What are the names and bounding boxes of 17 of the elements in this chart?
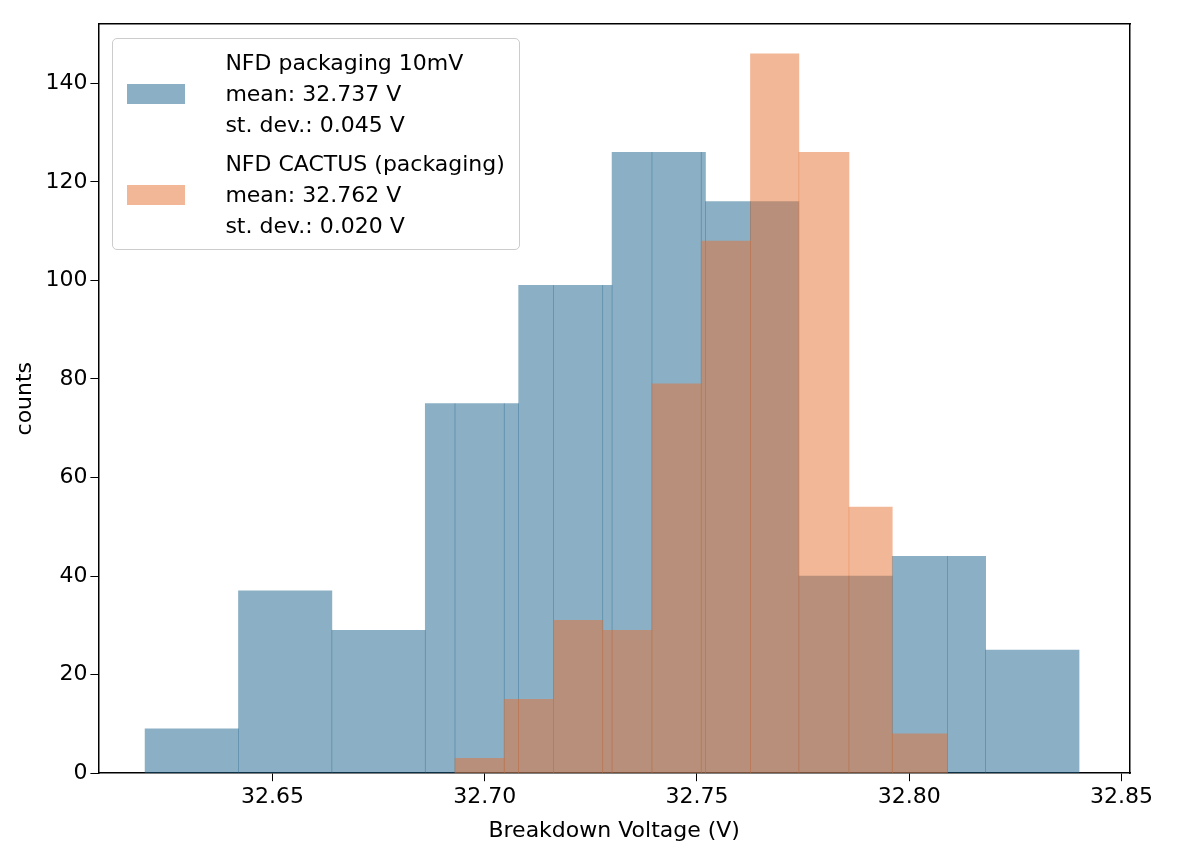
y-tick-label: 80 [59, 364, 88, 390]
y-tick-label: 40 [59, 561, 88, 587]
y-axis-title: counts [10, 361, 36, 436]
x-tick-label: 32.70 [453, 783, 517, 809]
y-tick-label: 100 [45, 266, 88, 292]
x-tick-label: 32.80 [877, 783, 941, 809]
legend-label: NFD packaging 10mV mean: 32.737 V st. dev.: 0.045 V [225, 49, 464, 140]
x-tick-label: 32.65 [240, 783, 304, 809]
x-tick-label: 32.75 [665, 783, 729, 809]
y-tick-label: 120 [45, 167, 88, 193]
y-tick-label: 140 [45, 69, 88, 95]
y-tick-label: 60 [59, 463, 88, 489]
legend-label: NFD CACTUS (packaging) mean: 32.762 V st. dev.: 0.020 V [225, 150, 505, 241]
y-tick-label: 20 [59, 660, 88, 686]
x-axis-title: Breakdown Voltage (V) [488, 816, 740, 842]
x-tick-label: 32.85 [1090, 783, 1153, 809]
y-tick-label: 0 [73, 758, 88, 784]
